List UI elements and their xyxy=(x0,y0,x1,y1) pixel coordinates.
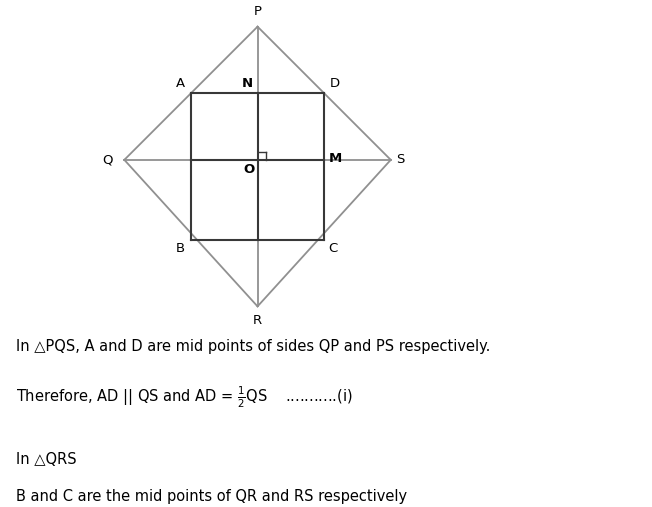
Text: B: B xyxy=(176,242,185,255)
Text: M: M xyxy=(329,152,342,165)
Text: In △PQS, A and D are mid points of sides QP and PS respectively.: In △PQS, A and D are mid points of sides… xyxy=(16,339,491,354)
Text: P: P xyxy=(254,5,261,18)
Text: R: R xyxy=(253,314,262,328)
Text: S: S xyxy=(396,153,405,166)
Text: A: A xyxy=(176,77,185,90)
Text: B and C are the mid points of QR and RS respectively: B and C are the mid points of QR and RS … xyxy=(16,489,408,504)
Text: O: O xyxy=(243,163,254,176)
Text: D: D xyxy=(330,77,340,90)
Text: C: C xyxy=(329,242,338,255)
Text: In △QRS: In △QRS xyxy=(16,452,77,467)
Text: N: N xyxy=(242,77,253,90)
Text: Q: Q xyxy=(102,153,113,166)
Text: Therefore, AD $||$ QS and AD = $\frac{1}{2}$QS    ...........(i): Therefore, AD $||$ QS and AD = $\frac{1}… xyxy=(16,385,353,410)
